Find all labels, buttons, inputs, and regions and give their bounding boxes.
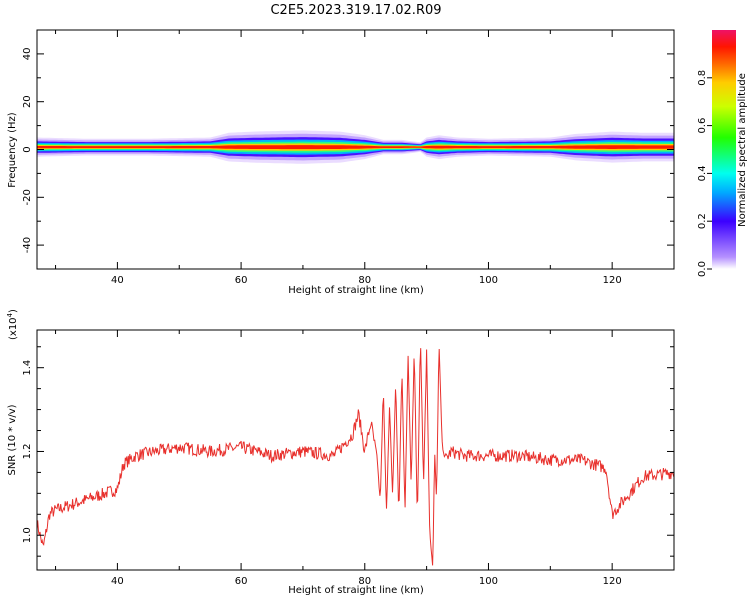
snr-axes: 40 60 80 100 120 1.0 1.2 1.4 [22, 330, 675, 587]
snr-x-tick-label-3: 100 [479, 576, 498, 587]
spectrogram-y-tick-label-0: -40 [22, 237, 33, 253]
snr-y-scale-base: (x10 [8, 317, 19, 340]
snr-series-line [37, 348, 674, 566]
colorbar-axes: 0.0 0.2 0.4 0.6 0.8 [697, 70, 712, 277]
spectrogram-y-label: Frequency (Hz) [7, 112, 18, 188]
snr-y-tick-label-2: 1.4 [22, 360, 33, 376]
colorbar-tick-label-0: 0.0 [697, 261, 708, 277]
spectrogram-axes: 40 60 80 100 120 -40 -20 0 20 40 [22, 29, 675, 286]
snr-frame [36, 329, 675, 571]
spectrogram-x-tick-label-4: 120 [603, 275, 622, 286]
snr-x-tick-label-4: 120 [603, 576, 622, 587]
colorbar-tick-label-1: 0.2 [697, 213, 708, 229]
spectrogram-x-tick-label-3: 100 [479, 275, 498, 286]
colorbar-tick-label-3: 0.6 [697, 118, 708, 134]
colorbar-gradient [712, 30, 736, 269]
spectrogram-x-tick-label-1: 60 [235, 275, 248, 286]
snr-y-tick-label-0: 1.0 [22, 527, 33, 543]
spectrogram-y-tick-label-2: 0 [22, 146, 33, 152]
colorbar-tick-label-4: 0.8 [697, 70, 708, 86]
spectrogram-panel: 40 60 80 100 120 -40 -20 0 20 40 Height of straig… [7, 29, 675, 296]
snr-x-label: Height of straight line (km) [288, 585, 424, 596]
spectrogram-y-tick-label-1: -20 [22, 189, 33, 205]
spectrogram-x-tick-label-2: 80 [358, 275, 371, 286]
spectrogram-band-layer-6 [37, 145, 674, 150]
snr-line [37, 348, 674, 566]
spectrogram-heatmap [37, 130, 674, 164]
snr-x-tick-label-1: 60 [235, 576, 248, 587]
spectrogram-y-tick-label-3: 20 [22, 95, 33, 108]
snr-panel: 40 60 80 100 120 1.0 1.2 1.4 Height of straight… [6, 309, 675, 596]
snr-y-scale-close: ) [8, 309, 19, 313]
snr-y-tick-label-1: 1.2 [22, 444, 33, 460]
figure-title: C2E5.2023.319.17.02.R09 [270, 3, 441, 18]
snr-y-label: SNR (10 * v/v) [7, 404, 18, 475]
colorbar: 0.0 0.2 0.4 0.6 0.8 Normalized spectral ampl… [697, 30, 748, 277]
spectrogram-x-tick-label-0: 40 [111, 275, 124, 286]
snr-y-scale-exp: 4 [6, 312, 14, 317]
spectrogram-y-tick-label-4: 40 [22, 48, 33, 61]
colorbar-tick-label-2: 0.4 [697, 165, 708, 181]
colorbar-label: Normalized spectral amplitude [737, 73, 748, 227]
snr-x-tick-label-0: 40 [111, 576, 124, 587]
spectrogram-x-label: Height of straight line (km) [288, 285, 424, 296]
snr-y-scale: (x104) [6, 309, 19, 340]
snr-x-tick-label-2: 80 [358, 576, 371, 587]
